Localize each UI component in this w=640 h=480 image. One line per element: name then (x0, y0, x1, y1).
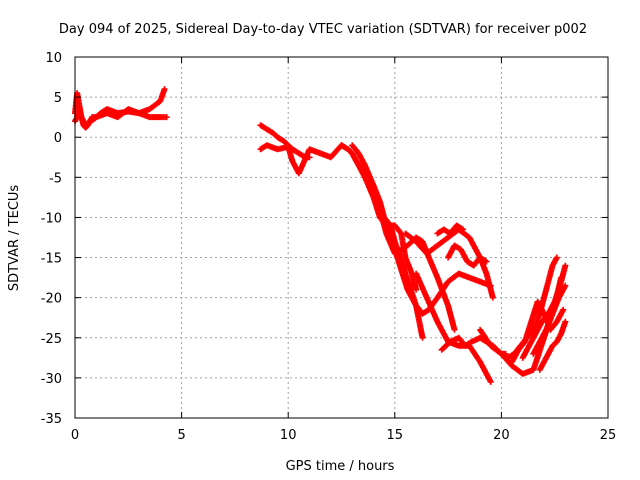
y-tick-label: -35 (41, 412, 62, 427)
series-arc-16 (530, 282, 569, 357)
series-arc-5 (338, 142, 420, 293)
grid-lines (75, 57, 608, 418)
data-points (72, 86, 569, 385)
x-tick-label: 15 (387, 428, 404, 443)
y-tick-label: 10 (45, 51, 62, 66)
data-point (489, 294, 496, 301)
data-point (163, 114, 170, 121)
data-point (560, 306, 567, 313)
axis-ticks: 0 5 10 15 20 25 -35 -30 -25 -20 -15 -10 -5 0 5 10 (41, 51, 617, 443)
data-point (419, 334, 426, 341)
y-tick-label: -25 (41, 332, 62, 347)
y-tick-label: 5 (54, 91, 62, 106)
y-tick-label: -20 (41, 292, 62, 307)
data-point (487, 378, 494, 385)
data-point (562, 262, 569, 269)
x-tick-label: 25 (600, 428, 617, 443)
data-point (562, 318, 569, 325)
x-axis-label: GPS time / hours (286, 459, 395, 474)
data-point (451, 326, 458, 333)
y-axis-label: SDTVAR / TECUs (7, 185, 22, 292)
x-tick-label: 0 (71, 428, 79, 443)
x-tick-label: 20 (493, 428, 510, 443)
y-tick-label: -15 (41, 252, 62, 267)
series-arc-12 (434, 222, 467, 237)
series-arc-8 (402, 226, 490, 265)
data-point (553, 254, 560, 261)
chart-title: Day 094 of 2025, Sidereal Day-to-day VTE… (59, 22, 587, 37)
series-arc-2 (72, 106, 170, 129)
data-point (562, 282, 569, 289)
y-tick-label: -5 (49, 171, 62, 186)
y-tick-label: -30 (41, 372, 62, 387)
data-point (460, 226, 467, 233)
series-arc-18 (536, 318, 569, 373)
series-arc-17 (498, 254, 560, 361)
x-tick-label: 10 (280, 428, 297, 443)
plot-frame (74, 56, 609, 419)
data-point (413, 286, 420, 293)
x-tick-label: 5 (177, 428, 185, 443)
series-arc-11 (445, 242, 496, 301)
y-tick-label: 0 (54, 131, 62, 146)
y-tick-label: -10 (41, 211, 62, 226)
data-point (161, 86, 168, 93)
